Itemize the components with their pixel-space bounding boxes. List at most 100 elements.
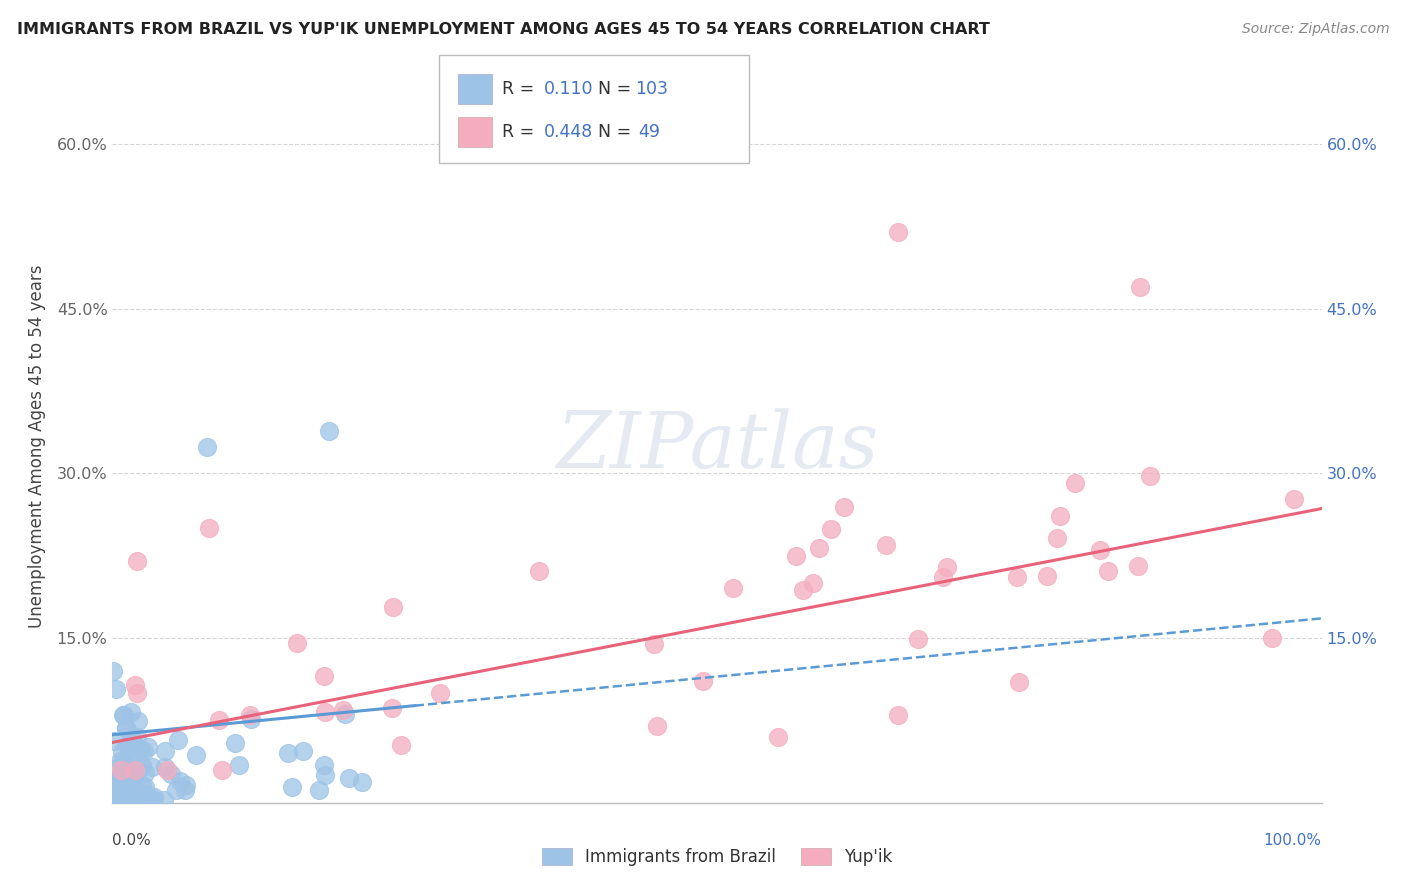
Point	[125, 686, 148, 700]
Point	[142, 793, 165, 807]
Point	[115, 781, 138, 796]
Point	[107, 791, 129, 805]
Point	[107, 795, 129, 809]
Point	[1097, 564, 1119, 578]
Point	[117, 771, 139, 785]
Point	[224, 736, 246, 750]
Point	[124, 763, 146, 777]
Point	[936, 560, 959, 574]
Point	[766, 730, 789, 744]
Point	[285, 636, 308, 650]
Point	[105, 790, 128, 805]
Point	[125, 554, 148, 568]
Point	[131, 757, 153, 772]
Point	[104, 761, 127, 775]
Point	[120, 789, 142, 804]
Text: 0.0%: 0.0%	[112, 833, 152, 848]
Point	[111, 795, 134, 809]
Point	[134, 766, 156, 780]
Point	[1282, 491, 1305, 506]
Point	[127, 749, 149, 764]
Point	[1139, 469, 1161, 483]
Point	[115, 777, 138, 791]
Text: N =: N =	[598, 79, 637, 98]
Point	[335, 706, 357, 721]
Point	[165, 783, 187, 797]
Text: IMMIGRANTS FROM BRAZIL VS YUP'IK UNEMPLOYMENT AMONG AGES 45 TO 54 YEARS CORRELAT: IMMIGRANTS FROM BRAZIL VS YUP'IK UNEMPLO…	[17, 22, 990, 37]
Point	[129, 792, 152, 806]
Point	[114, 790, 136, 805]
Point	[111, 789, 134, 804]
Point	[820, 522, 842, 536]
Point	[114, 788, 136, 802]
Point	[114, 755, 136, 769]
Point	[101, 664, 124, 678]
Point	[111, 772, 134, 786]
Point	[103, 734, 125, 748]
Point	[429, 686, 451, 700]
Point	[312, 669, 335, 683]
Point	[114, 781, 136, 796]
Point	[111, 745, 134, 759]
Point	[337, 771, 360, 785]
Point	[134, 780, 156, 794]
Point	[1261, 631, 1284, 645]
Point	[240, 712, 263, 726]
Point	[129, 741, 152, 756]
Point	[141, 792, 163, 806]
Point	[112, 773, 135, 788]
Point	[128, 794, 150, 808]
Point	[131, 789, 153, 803]
Point	[103, 787, 125, 801]
Point	[932, 570, 955, 584]
Text: R =: R =	[502, 123, 540, 141]
Point	[808, 541, 831, 555]
Point	[127, 714, 149, 729]
Point	[115, 781, 138, 796]
Point	[118, 740, 141, 755]
Point	[1126, 559, 1149, 574]
Point	[115, 722, 138, 736]
Text: 49: 49	[638, 123, 661, 141]
Point	[110, 766, 132, 780]
Text: R =: R =	[502, 79, 540, 98]
Point	[527, 564, 550, 578]
Point	[111, 707, 134, 722]
Point	[832, 500, 855, 515]
Point	[110, 771, 132, 785]
Point	[239, 708, 262, 723]
Point	[153, 793, 176, 807]
Point	[907, 632, 929, 646]
Point	[1129, 280, 1152, 294]
Point	[136, 787, 159, 801]
Point	[153, 744, 176, 758]
Point	[105, 772, 128, 787]
Point	[124, 677, 146, 691]
Point	[117, 767, 139, 781]
Point	[134, 744, 156, 758]
Point	[115, 721, 138, 735]
Point	[174, 778, 197, 792]
Text: ZIPatlas: ZIPatlas	[555, 408, 879, 484]
Point	[166, 733, 188, 747]
Point	[103, 776, 125, 790]
Point	[112, 708, 135, 723]
Point	[692, 674, 714, 689]
Point	[108, 788, 131, 802]
Point	[131, 778, 153, 792]
Point	[318, 424, 340, 438]
Y-axis label: Unemployment Among Ages 45 to 54 years: Unemployment Among Ages 45 to 54 years	[28, 264, 45, 628]
Point	[111, 756, 134, 771]
Point	[115, 738, 138, 752]
Point	[110, 763, 132, 777]
Point	[107, 795, 129, 809]
Point	[198, 521, 221, 535]
Point	[875, 537, 897, 551]
Point	[1046, 531, 1069, 545]
Point	[108, 794, 131, 808]
Point	[184, 748, 207, 763]
Point	[174, 782, 197, 797]
Point	[381, 599, 404, 614]
Point	[104, 772, 127, 787]
Point	[118, 795, 141, 809]
